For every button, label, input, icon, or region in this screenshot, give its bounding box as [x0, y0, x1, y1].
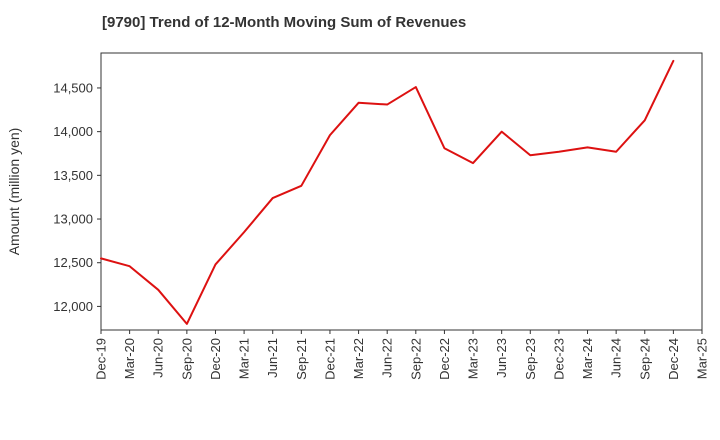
data-point	[644, 119, 646, 121]
data-point	[272, 197, 274, 199]
plot-area	[101, 53, 702, 330]
x-tick-label: Jun-24	[609, 338, 624, 378]
x-tick-label: Dec-24	[666, 338, 681, 380]
x-tick-label: Dec-22	[437, 338, 452, 380]
data-point	[358, 102, 360, 104]
series-layer	[100, 59, 675, 325]
x-tick-label: Jun-20	[151, 338, 166, 378]
x-tick-label: Sep-23	[523, 338, 538, 380]
data-point	[443, 147, 445, 149]
data-point	[415, 86, 417, 88]
x-tick-label: Mar-21	[237, 338, 252, 379]
x-tick-label: Dec-19	[94, 338, 109, 380]
data-point	[472, 162, 474, 164]
chart-title: [9790] Trend of 12-Month Moving Sum of R…	[102, 14, 467, 31]
x-tick-label: Dec-21	[322, 338, 337, 380]
axis-layer	[97, 52, 703, 334]
y-tick-label: 13,000	[53, 212, 93, 227]
y-tick-label: 14,500	[53, 80, 93, 95]
data-point	[157, 289, 159, 291]
data-point	[214, 263, 216, 265]
x-tick-label: Jun-23	[494, 338, 509, 378]
x-tick-label: Sep-20	[179, 338, 194, 380]
x-tick-label: Sep-24	[637, 338, 652, 380]
plot-frame	[100, 52, 703, 331]
label-layer: 12,000 12,500 13,000 13,500 14,000 14,500 Dec-…	[6, 80, 710, 379]
x-tick-label: Mar-22	[351, 338, 366, 379]
x-tick-label: Jun-22	[380, 338, 395, 378]
y-axis-title: Amount (million yen)	[6, 128, 22, 256]
x-tick-label: Jun-21	[265, 338, 280, 378]
data-point	[243, 231, 245, 233]
x-tick-label: Mar-24	[580, 338, 595, 379]
x-tick-label: Sep-21	[294, 338, 309, 380]
y-tick-label: 13,500	[53, 168, 93, 183]
y-tick-label: 12,000	[53, 299, 93, 314]
series-line	[100, 59, 675, 325]
data-point	[386, 104, 388, 106]
data-point	[129, 265, 131, 267]
data-point	[300, 185, 302, 187]
x-tick-label: Mar-25	[695, 338, 710, 379]
data-point	[672, 60, 674, 62]
data-point	[329, 134, 331, 136]
data-point	[615, 151, 617, 153]
data-point	[529, 154, 531, 156]
x-tick-label: Mar-20	[122, 338, 137, 379]
data-point	[558, 151, 560, 153]
x-tick-label: Mar-23	[466, 338, 481, 379]
data-point	[186, 323, 188, 325]
data-point	[587, 146, 589, 148]
y-tick-label: 12,500	[53, 255, 93, 270]
y-tick-label: 14,000	[53, 124, 93, 139]
data-point	[501, 131, 503, 133]
x-tick-label: Dec-20	[208, 338, 223, 380]
x-tick-label: Dec-23	[551, 338, 566, 380]
x-tick-label: Sep-22	[408, 338, 423, 380]
data-point	[100, 257, 102, 259]
